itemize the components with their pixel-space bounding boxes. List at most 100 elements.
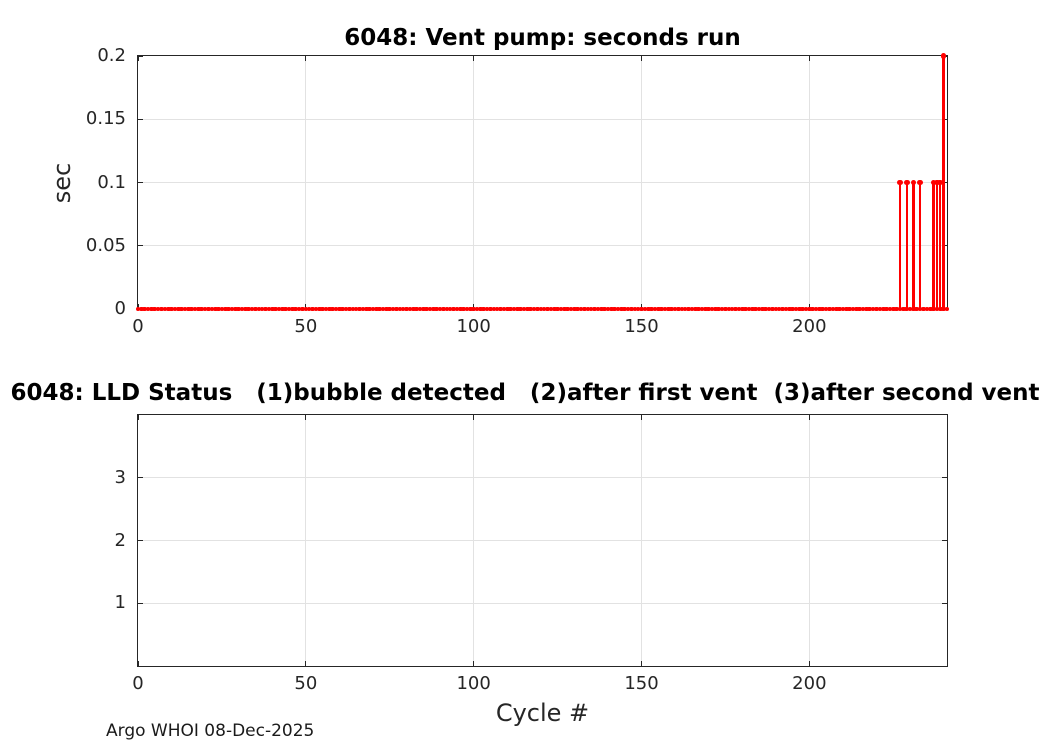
data-point	[236, 306, 241, 312]
data-point	[229, 306, 235, 312]
spike-marker	[930, 179, 937, 186]
top-chart-ylabel: sec	[44, 55, 80, 310]
data-point	[914, 306, 920, 312]
data-point	[226, 306, 231, 312]
data-point	[901, 306, 906, 312]
data-point	[501, 306, 507, 312]
x-tick-label: 50	[294, 316, 318, 337]
data-point	[642, 306, 648, 312]
data-point	[135, 306, 141, 312]
data-point	[545, 306, 550, 312]
data-point	[763, 306, 769, 312]
x-tick-top	[137, 415, 139, 420]
data-point	[192, 306, 198, 312]
data-point	[293, 306, 299, 312]
data-point	[776, 306, 782, 312]
data-point	[431, 306, 436, 312]
data-point	[874, 306, 879, 312]
data-point	[508, 306, 513, 312]
data-point	[864, 306, 869, 312]
data-point	[400, 306, 406, 312]
data-point	[481, 306, 487, 312]
data-point	[672, 306, 678, 312]
x-tick-label: 50	[294, 673, 318, 694]
data-point	[723, 306, 728, 312]
x-tick-bottom	[137, 661, 139, 666]
data-point	[152, 306, 158, 312]
data-point	[568, 306, 574, 312]
data-point	[444, 306, 450, 312]
bottom-chart-title: 6048: LLD Status (1)bubble detected (2)a…	[10, 380, 1040, 406]
data-point	[733, 306, 738, 312]
data-point	[703, 306, 708, 312]
x-tick-label: 150	[624, 673, 659, 694]
y-gridline	[138, 477, 947, 479]
data-point	[139, 306, 144, 312]
x-tick-label: 0	[132, 316, 144, 337]
data-point	[706, 306, 711, 312]
data-point	[877, 306, 883, 312]
data-point	[310, 306, 315, 312]
data-point	[172, 306, 178, 312]
data-point	[377, 306, 382, 312]
data-point	[256, 306, 262, 312]
data-point	[867, 306, 873, 312]
data-point	[531, 306, 537, 312]
data-point	[807, 306, 812, 312]
data-point	[840, 306, 846, 312]
data-point	[464, 306, 470, 312]
data-point	[652, 306, 658, 312]
y-tick-right	[942, 477, 947, 479]
data-point	[746, 306, 752, 312]
data-point	[427, 306, 433, 312]
x-tick-bottom	[137, 304, 139, 309]
data-point	[726, 306, 732, 312]
y-gridline	[138, 118, 947, 120]
data-point	[515, 306, 520, 312]
x-tick-top	[137, 56, 139, 61]
data-point	[410, 306, 416, 312]
spike-marker	[940, 53, 947, 59]
data-point	[907, 306, 913, 312]
spike-marker	[934, 179, 940, 186]
x-tick-label: 0	[132, 673, 144, 694]
data-point	[760, 306, 765, 312]
data-point	[609, 306, 614, 312]
x-tick-bottom	[305, 304, 307, 309]
data-point	[484, 306, 490, 312]
data-point	[300, 306, 305, 312]
data-point	[676, 306, 681, 312]
data-point	[347, 306, 352, 312]
y-tick-left	[138, 55, 143, 57]
data-point	[562, 306, 567, 312]
y-tick-left	[138, 477, 143, 479]
data-point	[548, 306, 554, 312]
data-point	[783, 306, 789, 312]
data-point	[421, 306, 426, 312]
data-point	[837, 306, 842, 312]
spike-marker	[917, 179, 923, 186]
data-point	[679, 306, 685, 312]
data-point	[280, 306, 285, 312]
data-point	[468, 306, 473, 312]
data-point	[786, 306, 792, 312]
data-point	[696, 306, 701, 312]
spike-line	[898, 182, 902, 309]
data-point	[572, 306, 577, 312]
data-point	[202, 306, 208, 312]
data-point	[451, 306, 456, 312]
spike-marker	[910, 179, 917, 186]
x-tick-top	[305, 415, 307, 420]
data-point	[306, 306, 312, 312]
y-tick-label: 0.05	[85, 234, 126, 256]
data-point	[756, 306, 762, 312]
data-point	[162, 306, 168, 312]
data-point	[357, 306, 362, 312]
x-tick-label: 200	[792, 673, 827, 694]
data-point	[290, 306, 295, 312]
data-point	[927, 306, 933, 312]
spike-line	[939, 182, 942, 309]
data-point	[333, 306, 339, 312]
bottom-chart-xlabel: Cycle #	[495, 699, 590, 727]
data-point	[269, 306, 275, 312]
